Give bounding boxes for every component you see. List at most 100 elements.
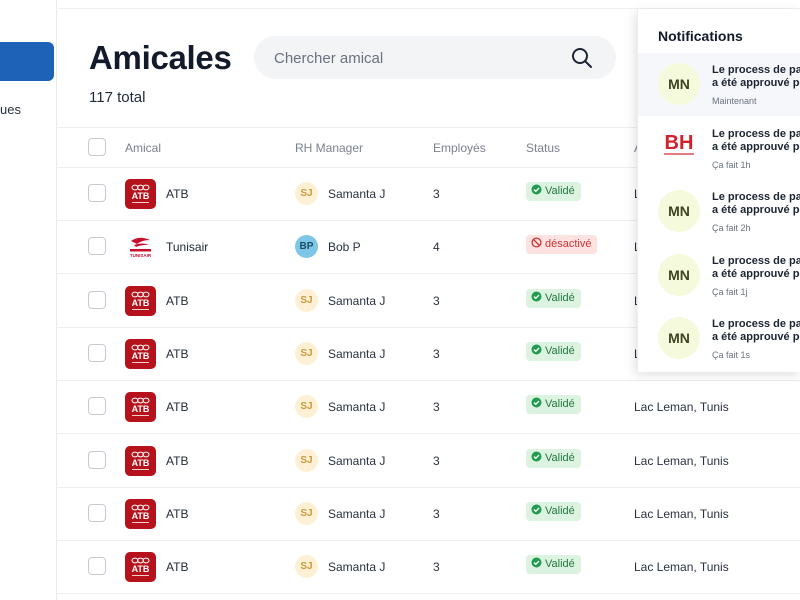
check-circle-icon xyxy=(531,291,545,304)
address: Lac Leman, Tunis xyxy=(634,400,729,415)
manager-name: Samanta J xyxy=(328,346,386,361)
row-checkbox[interactable] xyxy=(88,397,106,416)
manager-name: Samanta J xyxy=(328,506,386,521)
table-header: Amical RH Manager Employés Status A xyxy=(56,127,800,168)
status-label: Validé xyxy=(545,185,575,197)
notification-text: Le process de pai a été approuvé po xyxy=(712,191,800,217)
svg-text:ATB: ATB xyxy=(132,351,150,361)
search-bar[interactable] xyxy=(254,36,616,81)
manager-avatar: SJ xyxy=(295,501,318,525)
employee-count: 3 xyxy=(433,453,440,468)
row-checkbox[interactable] xyxy=(88,237,106,256)
svg-text:BH: BH xyxy=(665,132,694,154)
row-checkbox[interactable] xyxy=(88,184,106,202)
row-checkbox[interactable] xyxy=(88,503,106,522)
amical-name[interactable]: ATB xyxy=(166,187,189,201)
table-row[interactable]: ATB ATB SJ Samanta J 3 Validé Lac Leman, Tunis xyxy=(56,380,800,435)
amical-name[interactable]: ATB xyxy=(166,506,189,521)
svg-text:TUNISAIR: TUNISAIR xyxy=(130,253,152,258)
atb-logo: ATB xyxy=(125,498,156,529)
notification-text: Le process de pai a été approuvé po xyxy=(712,64,800,90)
total-count: 117 total xyxy=(89,89,146,106)
search-input[interactable] xyxy=(272,36,556,81)
notification-item[interactable]: BH Le process de pai a été approuvé po Ça f… xyxy=(638,117,800,180)
address: Lac Leman, Tunis xyxy=(634,453,729,468)
amical-name[interactable]: ATB xyxy=(166,293,189,308)
status-label: désactivé xyxy=(545,238,592,251)
search-icon[interactable] xyxy=(571,47,593,69)
amical-name[interactable]: ATB xyxy=(166,453,189,468)
select-all-checkbox[interactable] xyxy=(88,138,106,156)
notification-text: Le process de pai a été approuvé po xyxy=(712,255,800,281)
row-checkbox[interactable] xyxy=(88,343,106,362)
notification-line-1: Le process de pai xyxy=(712,254,800,267)
status-label: Validé xyxy=(545,558,575,571)
table-row[interactable]: ATB ATB SJ Samanta J 3 Validé Lac Leman, Tunis xyxy=(56,487,800,541)
amical-name[interactable]: ATB xyxy=(166,346,189,361)
status-label: Validé xyxy=(545,291,575,304)
manager-name: Samanta J xyxy=(328,293,386,308)
notification-line-1: Le process de pai xyxy=(712,318,800,330)
notification-item[interactable]: MN Le process de pai a été approuvé po Ça f… xyxy=(638,180,800,243)
status-badge: Validé xyxy=(526,288,581,308)
check-circle-icon xyxy=(531,557,545,570)
employee-count: 3 xyxy=(433,506,440,521)
status-badge: Validé xyxy=(526,555,581,575)
atb-logo: ATB xyxy=(125,445,156,476)
status-badge: désactivé xyxy=(526,235,598,255)
svg-text:ATB: ATB xyxy=(132,298,150,308)
employee-count: 3 xyxy=(433,293,440,308)
svg-text:ATB: ATB xyxy=(132,191,150,201)
notification-line-2: a été approuvé po xyxy=(712,77,800,89)
notification-item[interactable]: MN Le process de pai a été approuvé po Ça f… xyxy=(638,307,800,370)
notification-avatar: MN xyxy=(658,253,700,296)
notification-line-2: a été approuvé po xyxy=(712,204,800,216)
sidebar-active-item[interactable] xyxy=(0,42,54,81)
status-badge: Validé xyxy=(526,448,581,468)
notification-line-2: a été approuvé po xyxy=(712,331,800,343)
manager-avatar: SJ xyxy=(295,182,318,205)
manager-name: Bob P xyxy=(328,240,361,255)
address: Lac Leman, Tunis xyxy=(634,560,729,575)
notification-time: Ça fait 1j xyxy=(712,286,748,297)
bh-bank-logo: BH xyxy=(658,125,700,167)
notification-time: Ça fait 1h xyxy=(712,159,751,170)
column-header-amical[interactable]: Amical xyxy=(125,141,162,155)
amical-name[interactable]: ATB xyxy=(166,560,189,575)
atb-logo: ATB xyxy=(125,552,156,583)
notification-line-2: a été approuvé po xyxy=(712,140,800,153)
table-row[interactable]: ATB ATB SJ Samanta J 3 Validé Lac Leman, Tunis xyxy=(56,434,800,488)
atb-logo: ATB xyxy=(125,338,156,369)
manager-avatar: SJ xyxy=(295,288,318,312)
status-badge: Validé xyxy=(526,395,581,415)
tunisair-logo: TUNISAIR xyxy=(125,232,156,262)
sidebar-item-label[interactable]: ues xyxy=(0,102,21,117)
amical-name[interactable]: ATB xyxy=(166,400,189,415)
check-circle-icon xyxy=(531,344,545,357)
column-header-manager[interactable]: RH Manager xyxy=(295,141,364,155)
blocked-icon xyxy=(531,237,545,250)
column-header-status[interactable]: Status xyxy=(526,141,561,155)
status-label: Validé xyxy=(545,344,575,357)
employee-count: 3 xyxy=(433,560,440,575)
table-row[interactable]: ATB ATB SJ Samanta J 3 Validé Lac Leman, Tunis xyxy=(56,540,800,595)
notification-time: Ça fait 2h xyxy=(712,223,751,233)
amical-name[interactable]: Tunisair xyxy=(166,240,209,255)
check-circle-icon xyxy=(531,184,545,197)
column-header-employees[interactable]: Employés xyxy=(433,141,486,155)
check-circle-icon xyxy=(531,504,545,517)
notification-avatar: MN xyxy=(658,190,700,232)
row-checkbox[interactable] xyxy=(88,290,106,309)
row-checkbox[interactable] xyxy=(88,557,106,576)
notification-item[interactable]: MN Le process de pai a été approuvé po Ça f… xyxy=(638,244,800,307)
manager-name: Samanta J xyxy=(328,453,386,468)
svg-text:ATB: ATB xyxy=(132,404,150,414)
notification-item[interactable]: MN Le process de pai a été approuvé po Main… xyxy=(638,53,800,116)
notification-avatar: MN xyxy=(658,63,700,105)
row-checkbox[interactable] xyxy=(88,450,106,469)
svg-text:ATB: ATB xyxy=(132,564,150,574)
